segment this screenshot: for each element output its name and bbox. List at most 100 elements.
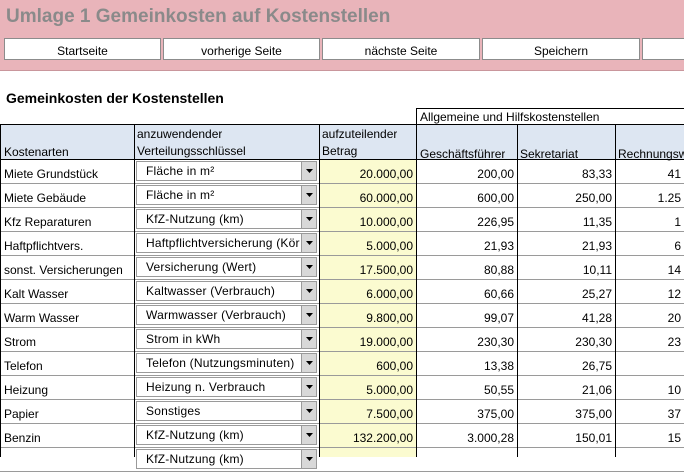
geschaeftsfuehrer-cell: 21,93 <box>483 239 514 253</box>
verteilungsschluessel-dropdown[interactable]: KfZ-Nutzung (km) <box>136 425 317 445</box>
header-background <box>0 125 684 159</box>
sekretariat-cell: 41,28 <box>581 311 612 325</box>
kostenart-cell: Miete Gebäude <box>4 191 87 205</box>
dropdown-arrow-icon[interactable] <box>301 378 316 396</box>
kostenart-cell: Warm Wasser <box>4 311 80 325</box>
header-betrag-line2: Betrag <box>322 144 358 158</box>
verteilungsschluessel-dropdown[interactable]: Fläche in m² <box>136 185 317 205</box>
geschaeftsfuehrer-cell: 80,88 <box>483 263 514 277</box>
dropdown-arrow-icon[interactable] <box>301 426 316 444</box>
rechnungswesen-cell: 10 <box>667 383 681 397</box>
geschaeftsfuehrer-cell: 60,66 <box>483 287 514 301</box>
betrag-cell: 9.800,00 <box>366 311 413 325</box>
betrag-cell: 10.000,00 <box>359 215 413 229</box>
rechnungswesen-cell: 1 <box>674 215 681 229</box>
sekretariat-cell: 11,35 <box>582 215 612 229</box>
sekretariat-cell: 150,01 <box>575 431 612 445</box>
dropdown-value: KfZ-Nutzung (km) <box>146 212 244 226</box>
verteilungsschluessel-dropdown[interactable]: Fläche in m² <box>136 161 317 181</box>
dropdown-arrow-icon[interactable] <box>301 210 316 228</box>
dropdown-value: Fläche in m² <box>146 188 215 202</box>
dropdown-arrow-icon[interactable] <box>301 306 316 324</box>
geschaeftsfuehrer-cell: 99,07 <box>483 311 514 325</box>
start-page-button[interactable]: Startseite <box>4 38 161 60</box>
geschaeftsfuehrer-cell: 375,00 <box>477 407 514 421</box>
title-band: Umlage 1 Gemeinkosten auf Kostenstellen <box>0 0 684 35</box>
kostenart-cell: Telefon <box>4 359 43 373</box>
dropdown-value: Telefon (Nutzungsminuten) <box>146 356 295 370</box>
sekretariat-cell: 230,30 <box>575 335 612 349</box>
dropdown-arrow-icon[interactable] <box>301 282 316 300</box>
verteilungsschluessel-dropdown[interactable]: Strom in kWh <box>136 329 317 349</box>
sekretariat-cell: 375,00 <box>575 407 612 421</box>
sekretariat-cell: 10,11 <box>582 263 612 277</box>
row-divider <box>0 399 684 400</box>
grid-vline <box>517 125 518 457</box>
row-divider <box>0 351 684 352</box>
betrag-cell: 17.500,00 <box>359 263 413 277</box>
geschaeftsfuehrer-cell: 230,30 <box>477 335 514 349</box>
save-button[interactable]: Speichern <box>482 38 640 60</box>
verteilungsschluessel-dropdown[interactable]: Warmwasser (Verbrauch) <box>136 305 317 325</box>
betrag-cell: 5.000,00 <box>366 239 413 253</box>
verteilungsschluessel-dropdown[interactable]: Kaltwasser (Verbrauch) <box>136 281 317 301</box>
dropdown-arrow-icon[interactable] <box>301 258 316 276</box>
header-betrag-line1: aufzuteilender <box>322 127 398 141</box>
kostenart-cell: Haftpflichtvers. <box>4 239 84 253</box>
dropdown-value: Sonstiges <box>146 404 201 418</box>
dropdown-value: Versicherung (Wert) <box>146 260 257 274</box>
verteilungsschluessel-dropdown[interactable]: Versicherung (Wert) <box>136 257 317 277</box>
betrag-cell: 6.000,00 <box>366 287 413 301</box>
row-divider <box>0 255 684 256</box>
dropdown-arrow-icon[interactable] <box>301 186 316 204</box>
next-page-button[interactable]: nächste Seite <box>322 38 480 60</box>
row-divider <box>0 303 684 304</box>
verteilungsschluessel-dropdown[interactable]: KfZ-Nutzung (km) <box>136 209 317 229</box>
row-divider <box>0 375 684 376</box>
header-schluessel-line1: anzuwendender <box>137 127 223 141</box>
dropdown-arrow-icon[interactable] <box>301 354 316 372</box>
grid-vline <box>615 125 616 457</box>
verteilungsschluessel-dropdown[interactable]: KfZ-Nutzung (km) <box>136 449 317 469</box>
sekretariat-cell: 83,33 <box>581 167 612 181</box>
verteilungsschluessel-dropdown[interactable]: Heizung n. Verbrauch <box>136 377 317 397</box>
sekretariat-cell: 250,00 <box>575 191 612 205</box>
dropdown-arrow-icon[interactable] <box>301 162 316 180</box>
rechnungswesen-cell: 1.25 <box>657 191 681 205</box>
row-divider <box>0 231 684 232</box>
dropdown-value: Heizung n. Verbrauch <box>146 380 266 394</box>
dropdown-arrow-icon[interactable] <box>301 330 316 348</box>
dropdown-arrow-icon[interactable] <box>301 234 316 252</box>
rechnungswesen-cell: 37 <box>667 407 681 421</box>
kostenart-cell: Strom <box>4 335 37 349</box>
rechnungswesen-cell: 12 <box>667 287 681 301</box>
geschaeftsfuehrer-cell: 50,55 <box>483 383 514 397</box>
kostenart-cell: Kfz Reparaturen <box>4 215 92 229</box>
save-label: Speichern <box>533 44 589 58</box>
previous-page-button[interactable]: vorherige Seite <box>163 38 320 60</box>
verteilungsschluessel-dropdown[interactable]: Telefon (Nutzungsminuten) <box>136 353 317 373</box>
dropdown-value: Kaltwasser (Verbrauch) <box>146 284 276 298</box>
sekretariat-cell: 26,75 <box>581 359 612 373</box>
dropdown-arrow-icon[interactable] <box>301 402 316 420</box>
dropdown-value: Warmwasser (Verbrauch) <box>146 308 286 322</box>
betrag-column-background <box>320 160 416 457</box>
rechnungswesen-cell: 6 <box>674 239 681 253</box>
betrag-cell: 7.500,00 <box>366 407 413 421</box>
dropdown-arrow-icon[interactable] <box>301 450 316 468</box>
page-title: Umlage 1 Gemeinkosten auf Kostenstellen <box>6 6 391 27</box>
betrag-cell: 20.000,00 <box>359 167 413 181</box>
verteilungsschluessel-dropdown[interactable]: Sonstiges <box>136 401 317 421</box>
row-divider <box>0 207 684 208</box>
kostenart-cell: Papier <box>4 407 39 421</box>
header-schluessel-line2: Verteilungsschlüssel <box>137 144 246 158</box>
verteilungsschluessel-dropdown[interactable]: Haftpflichtversicherung (Kör <box>136 233 317 253</box>
sekretariat-cell: 25,27 <box>581 287 612 301</box>
extra-button[interactable] <box>642 38 684 60</box>
row-divider <box>0 183 684 184</box>
grid-vline <box>319 125 320 457</box>
dropdown-value: KfZ-Nutzung (km) <box>146 452 244 466</box>
geschaeftsfuehrer-cell: 13,38 <box>483 359 514 373</box>
rechnungswesen-cell: 15 <box>667 431 681 445</box>
rechnungswesen-cell: 23 <box>667 335 681 349</box>
